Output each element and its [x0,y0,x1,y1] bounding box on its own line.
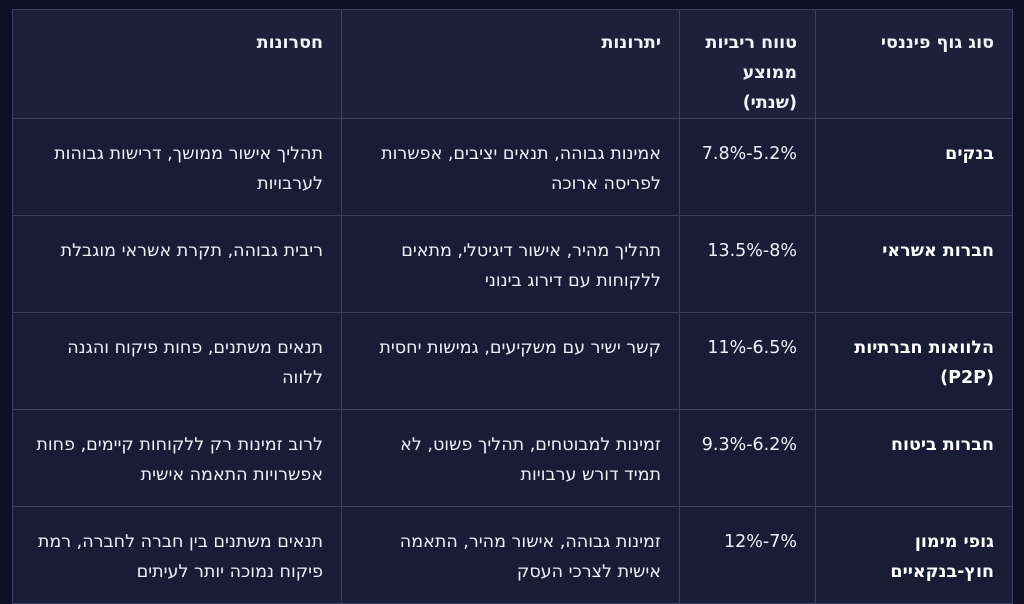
header-rate: טווח ריביות ממוצע (שנתי) [679,9,816,119]
cell-cons: תנאים משתנים, פחות פיקוח והגנה ללווה [12,312,342,410]
header-cons: חסרונות [12,9,342,119]
cell-pros: אמינות גבוהה, תנאים יציבים, אפשרות לפריס… [341,118,680,216]
cell-rate: 12%-7% [679,506,816,604]
cell-type: הלוואות חברתיות (P2P) [815,312,1013,410]
table-row: הלוואות חברתיות (P2P) 11%-6.5% קשר ישיר … [12,312,1013,410]
header-type: סוג גוף פיננסי [815,9,1013,119]
cell-type: גופי מימון חוץ-בנקאיים [815,506,1013,604]
table-row: חברות אשראי 13.5%-8% תהליך מהיר, אישור ד… [12,215,1013,313]
table-body: בנקים 7.8%-5.2% אמינות גבוהה, תנאים יציב… [12,118,1013,604]
cell-pros: זמינות למבוטחים, תהליך פשוט, לא תמיד דור… [341,409,680,507]
cell-cons: ריבית גבוהה, תקרת אשראי מוגבלת [12,215,342,313]
header-row: סוג גוף פיננסי טווח ריביות ממוצע (שנתי) … [12,9,1013,119]
comparison-table-container: סוג גוף פיננסי טווח ריביות ממוצע (שנתי) … [12,9,1013,604]
table-row: חברות ביטוח 9.3%-6.2% זמינות למבוטחים, ת… [12,409,1013,507]
cell-type: חברות אשראי [815,215,1013,313]
cell-type: חברות ביטוח [815,409,1013,507]
cell-pros: תהליך מהיר, אישור דיגיטלי, מתאים ללקוחות… [341,215,680,313]
cell-pros: קשר ישיר עם משקיעים, גמישות יחסית [341,312,680,410]
table-row: בנקים 7.8%-5.2% אמינות גבוהה, תנאים יציב… [12,118,1013,216]
cell-rate: 11%-6.5% [679,312,816,410]
cell-pros: זמינות גבוהה, אישור מהיר, התאמה אישית לצ… [341,506,680,604]
table-row: גופי מימון חוץ-בנקאיים 12%-7% זמינות גבו… [12,506,1013,604]
header-pros: יתרונות [341,9,680,119]
cell-rate: 13.5%-8% [679,215,816,313]
cell-cons: תנאים משתנים בין חברה לחברה, רמת פיקוח נ… [12,506,342,604]
cell-cons: תהליך אישור ממושך, דרישות גבוהות לערבויו… [12,118,342,216]
table-header: סוג גוף פיננסי טווח ריביות ממוצע (שנתי) … [12,9,1013,119]
cell-type: בנקים [815,118,1013,216]
financial-bodies-comparison-table: סוג גוף פיננסי טווח ריביות ממוצע (שנתי) … [12,9,1013,604]
cell-cons: לרוב זמינות רק ללקוחות קיימים, פחות אפשר… [12,409,342,507]
cell-rate: 7.8%-5.2% [679,118,816,216]
cell-rate: 9.3%-6.2% [679,409,816,507]
